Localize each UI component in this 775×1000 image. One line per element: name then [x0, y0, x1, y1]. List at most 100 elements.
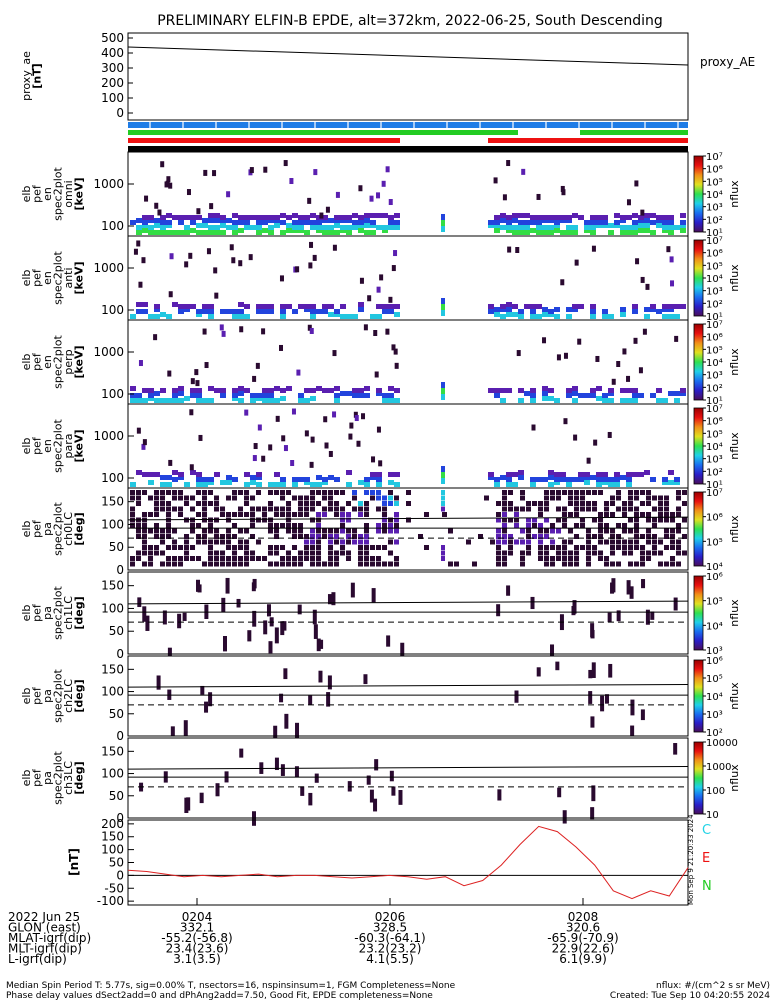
spec-pa-ylabel-line: elb — [20, 770, 33, 787]
spectrogram-pixel — [574, 512, 579, 517]
spectrogram-pixel — [441, 501, 445, 506]
spectrogram-pixel — [656, 223, 662, 228]
spectrogram-pixel — [526, 528, 531, 534]
spectrogram-pixel — [382, 528, 387, 534]
spectrogram-pixel — [370, 556, 375, 561]
spectrogram-pixel — [244, 314, 250, 319]
colorbar-tick-label: 10² — [706, 728, 723, 739]
spectrogram-pixel — [658, 506, 663, 512]
spec-pa-ylabel-line: pef — [31, 686, 44, 705]
spectrogram-pixel — [388, 528, 393, 534]
spectrogram-pixel — [568, 512, 573, 517]
spectrogram-pixel — [562, 550, 567, 556]
spectrogram-pixel — [502, 534, 507, 539]
spectrogram-pixel — [554, 477, 560, 482]
spectrogram-pixel — [394, 225, 400, 230]
spectrogram-pixel — [629, 586, 634, 599]
spectrogram-pixel — [563, 418, 568, 425]
spectrogram-pixel — [646, 528, 651, 534]
spectrogram-pixel — [262, 388, 268, 393]
spectrogram-pixel — [280, 523, 285, 528]
spectrogram-pixel — [560, 215, 566, 220]
spectrogram-pixel — [328, 450, 333, 457]
spectrogram-pixel — [322, 309, 328, 314]
spectrogram-pixel — [550, 556, 555, 561]
spectrogram-pixel — [358, 501, 363, 506]
spectrogram-pixel — [262, 556, 267, 561]
spectrogram-pixel — [574, 501, 579, 506]
spectrogram-pixel — [334, 490, 339, 495]
spectrogram-pixel — [593, 439, 598, 446]
spectrogram-pixel — [610, 582, 615, 594]
spectrogram-pixel — [202, 506, 207, 512]
spectrogram-pixel — [578, 393, 584, 398]
spectrogram-pixel — [160, 388, 166, 393]
colorbar-tick-label: 10⁴ — [706, 358, 723, 369]
spectrogram-pixel — [646, 534, 651, 539]
spectrogram-pixel — [280, 213, 286, 218]
spectrogram-pixel — [496, 556, 501, 561]
spectrogram-pixel — [656, 215, 662, 220]
spec-en-ylabel-line: perp — [62, 349, 75, 374]
spectrogram-pixel — [310, 309, 316, 314]
spectrogram-pixel — [526, 517, 531, 523]
spectrogram-pixel — [184, 225, 190, 230]
spectrogram-pixel — [196, 398, 202, 403]
spectrogram-pixel — [166, 556, 171, 561]
spectrogram-pixel — [566, 482, 572, 487]
spectrogram-pixel — [286, 523, 291, 528]
spectrogram-pixel — [622, 539, 627, 545]
y-tick-label: 100 — [101, 601, 124, 615]
spectrogram-pixel — [388, 393, 394, 398]
spectrogram-pixel — [257, 424, 262, 431]
spectrogram-pixel — [208, 314, 214, 319]
spectrogram-pixel — [598, 490, 603, 495]
spectrogram-pixel — [262, 398, 268, 403]
spectrogram-pixel — [244, 556, 249, 561]
spectrogram-pixel — [640, 276, 645, 283]
spectrogram-pixel — [538, 550, 543, 556]
spectrogram-pixel — [382, 523, 387, 528]
spec-pa-ylabel-line: ch2LC — [62, 679, 75, 713]
spectrogram-pixel — [548, 218, 554, 223]
spectrogram-pixel — [530, 220, 536, 225]
spectrogram-pixel — [280, 477, 286, 482]
spectrogram-pixel — [148, 550, 153, 556]
spectrogram-pixel — [328, 501, 333, 506]
spectrogram-pixel — [376, 477, 382, 482]
spectrogram-pixel — [676, 495, 681, 501]
spectrogram-pixel — [502, 528, 507, 534]
spectrogram-pixel — [441, 304, 445, 310]
spectrogram-pixel — [656, 309, 662, 314]
spectrogram-pixel — [652, 523, 657, 528]
spectrogram-pixel — [310, 501, 315, 506]
spectrogram-pixel — [536, 667, 541, 677]
spectrogram-pixel — [250, 506, 255, 512]
spectrogram-pixel — [488, 472, 494, 477]
spectrogram-pixel — [352, 528, 357, 534]
spectrogram-pixel — [566, 314, 572, 319]
spec-en-ylabel-line: [keV] — [73, 345, 86, 378]
spectrogram-pixel — [596, 215, 602, 220]
spectrogram-pixel — [239, 326, 244, 333]
spectrogram-pixel — [608, 398, 614, 403]
spectrogram-pixel — [196, 223, 202, 228]
spectrogram-pixel — [322, 388, 328, 393]
spectrogram-pixel — [130, 398, 136, 403]
spectrogram-pixel — [496, 545, 501, 550]
spectrogram-pixel — [160, 561, 165, 567]
spectrogram-pixel — [632, 225, 638, 230]
spectrogram-pixel — [622, 506, 627, 512]
spectrogram-pixel — [283, 445, 288, 452]
spectrogram-pixel — [669, 256, 674, 263]
spectrogram-pixel — [221, 330, 226, 337]
spectrogram-pixel — [506, 302, 512, 307]
spectrogram-pixel — [572, 391, 578, 396]
spectrogram-pixel — [268, 641, 273, 654]
spectrogram-pixel — [500, 475, 506, 480]
spectrogram-pixel — [274, 528, 279, 534]
spectrogram-pixel — [130, 506, 135, 512]
spectrogram-pixel — [148, 561, 153, 567]
spectrogram-pixel — [144, 195, 149, 202]
spectrogram-pixel — [376, 426, 381, 433]
